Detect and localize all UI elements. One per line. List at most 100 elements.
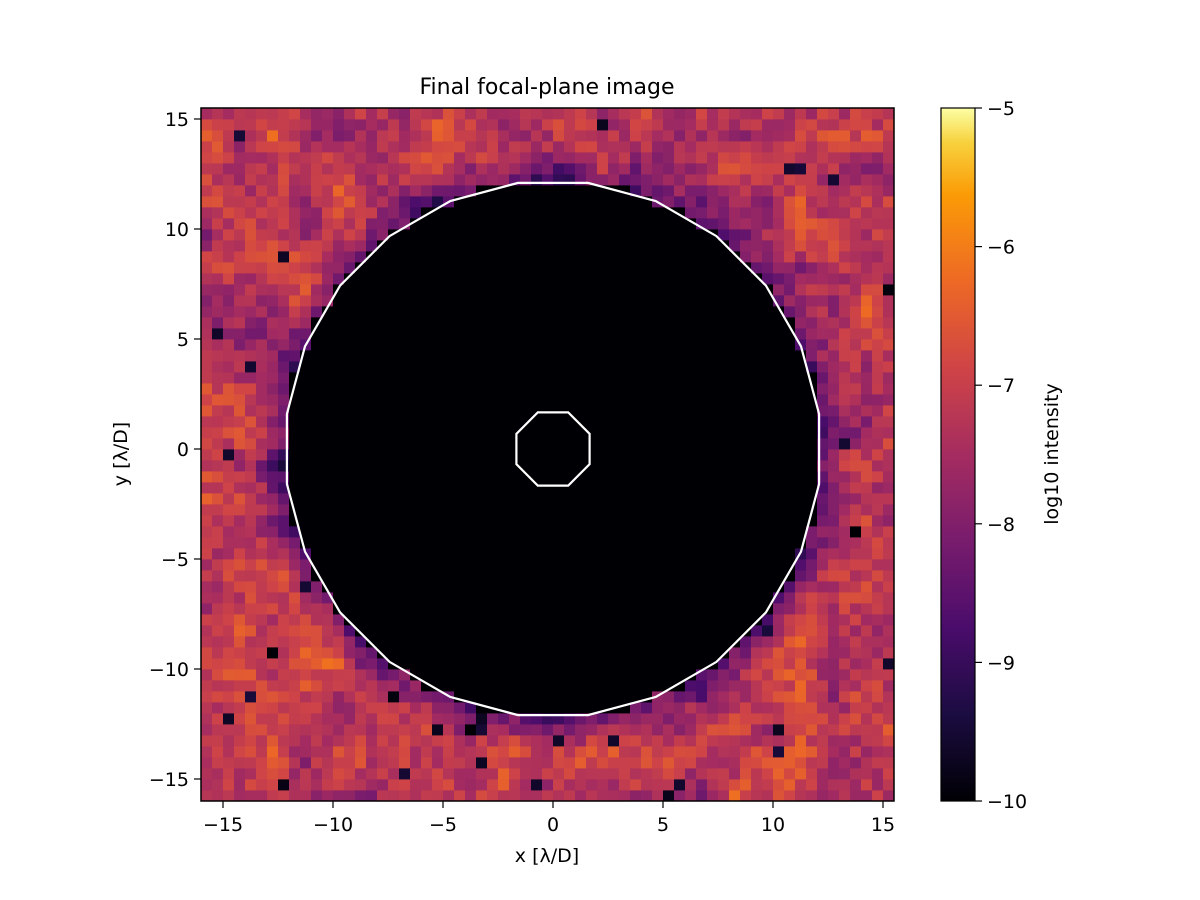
heatmap-cell xyxy=(872,405,884,417)
heatmap-cell xyxy=(872,306,884,318)
heatmap-cell xyxy=(729,284,741,296)
heatmap-cell xyxy=(487,526,499,538)
heatmap-cell xyxy=(388,284,400,296)
heatmap-cell xyxy=(751,262,763,274)
heatmap-cell xyxy=(586,790,598,802)
heatmap-cell xyxy=(773,548,785,560)
heatmap-cell xyxy=(597,592,609,604)
heatmap-cell xyxy=(256,229,268,241)
heatmap-cell xyxy=(564,295,576,307)
heatmap-cell xyxy=(795,658,807,670)
heatmap-cell xyxy=(531,614,543,626)
heatmap-cell xyxy=(663,218,675,230)
heatmap-cell xyxy=(509,504,521,516)
heatmap-cell xyxy=(542,768,554,780)
heatmap-cell xyxy=(234,185,246,197)
heatmap-cell xyxy=(399,570,411,582)
heatmap-cell xyxy=(597,163,609,175)
heatmap-cell xyxy=(509,592,521,604)
heatmap-cell xyxy=(278,328,290,340)
heatmap-cell xyxy=(421,141,433,153)
heatmap-cell xyxy=(861,581,873,593)
heatmap-cell xyxy=(509,438,521,450)
heatmap-cell xyxy=(300,317,312,329)
heatmap-cell xyxy=(322,141,334,153)
heatmap-cell xyxy=(586,383,598,395)
heatmap-cell xyxy=(234,515,246,527)
heatmap-cell xyxy=(421,306,433,318)
heatmap-cell xyxy=(256,328,268,340)
heatmap-cell xyxy=(388,526,400,538)
heatmap-cell xyxy=(707,174,719,186)
heatmap-cell xyxy=(289,196,301,208)
heatmap-cell xyxy=(773,152,785,164)
heatmap-cell xyxy=(575,460,587,472)
heatmap-cell xyxy=(289,570,301,582)
heatmap-cell xyxy=(806,603,818,615)
heatmap-cell xyxy=(608,306,620,318)
heatmap-cell xyxy=(806,394,818,406)
heatmap-cell xyxy=(795,669,807,681)
heatmap-cell xyxy=(443,570,455,582)
heatmap-cell xyxy=(839,119,851,131)
heatmap-cell xyxy=(201,691,213,703)
heatmap-cell xyxy=(553,713,565,725)
heatmap-cell xyxy=(388,680,400,692)
heatmap-cell xyxy=(762,746,774,758)
heatmap-cell xyxy=(630,493,642,505)
heatmap-cell xyxy=(740,735,752,747)
heatmap-cell xyxy=(498,691,510,703)
colorbar-tick-label: −8 xyxy=(987,514,1015,536)
heatmap-cell xyxy=(377,680,389,692)
heatmap-cell xyxy=(443,394,455,406)
heatmap-cell xyxy=(366,746,378,758)
heatmap-cell xyxy=(366,119,378,131)
heatmap-cell xyxy=(652,383,664,395)
heatmap-cell xyxy=(586,625,598,637)
heatmap-cell xyxy=(696,152,708,164)
heatmap-cell xyxy=(685,141,697,153)
heatmap-cell xyxy=(476,218,488,230)
heatmap-cell xyxy=(245,515,257,527)
heatmap-cell xyxy=(388,328,400,340)
heatmap-cell xyxy=(608,317,620,329)
heatmap-cell xyxy=(806,262,818,274)
heatmap-cell xyxy=(817,702,829,714)
heatmap-cell xyxy=(289,790,301,802)
heatmap-cell xyxy=(267,647,279,659)
heatmap-cell xyxy=(465,163,477,175)
heatmap-cell xyxy=(707,647,719,659)
heatmap-cell xyxy=(641,482,653,494)
heatmap-cell xyxy=(817,185,829,197)
heatmap-cell xyxy=(718,570,730,582)
heatmap-cell xyxy=(663,394,675,406)
heatmap-cell xyxy=(817,317,829,329)
heatmap-cell xyxy=(289,119,301,131)
heatmap-cell xyxy=(641,581,653,593)
heatmap-cell xyxy=(575,471,587,483)
heatmap-cell xyxy=(377,163,389,175)
heatmap-cell xyxy=(597,647,609,659)
heatmap-cell xyxy=(223,449,235,461)
heatmap-cell xyxy=(443,383,455,395)
heatmap-cell xyxy=(333,592,345,604)
heatmap-cell xyxy=(432,152,444,164)
heatmap-cell xyxy=(476,372,488,384)
heatmap-cell xyxy=(564,669,576,681)
heatmap-cell xyxy=(355,240,367,252)
heatmap-cell xyxy=(883,757,895,769)
heatmap-cell xyxy=(773,229,785,241)
heatmap-cell xyxy=(432,603,444,615)
heatmap-cell xyxy=(619,680,631,692)
heatmap-cell xyxy=(542,262,554,274)
heatmap-cell xyxy=(608,658,620,670)
heatmap-cell xyxy=(674,273,686,285)
heatmap-cell xyxy=(850,163,862,175)
heatmap-cell xyxy=(674,130,686,142)
heatmap-cell xyxy=(355,790,367,802)
heatmap-cell xyxy=(443,658,455,670)
heatmap-cell xyxy=(784,537,796,549)
heatmap-cell xyxy=(817,438,829,450)
heatmap-cell xyxy=(773,427,785,439)
colorbar-label: log10 intensity xyxy=(1041,383,1063,525)
